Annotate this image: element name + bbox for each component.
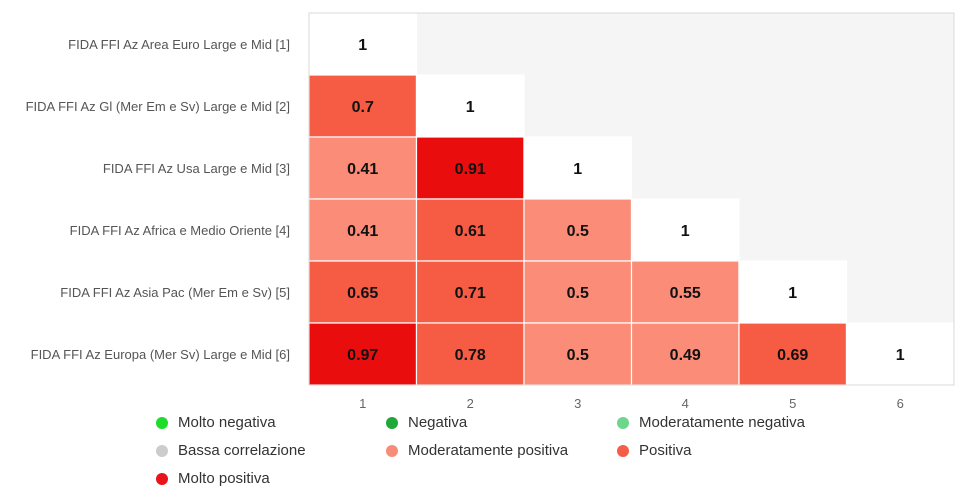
- x-tick-label: 5: [789, 396, 796, 410]
- legend-item-molto-negativa[interactable]: Molto negativa: [156, 414, 276, 431]
- legend-label: Positiva: [639, 442, 692, 459]
- heatmap-cell: [308, 12, 418, 76]
- cell-data-label: 1: [573, 161, 582, 178]
- legend-item-positiva[interactable]: Positiva: [617, 442, 692, 459]
- y-tick-label: FIDA FFI Az Africa e Medio Oriente [4]: [70, 223, 290, 238]
- cell-data-label: 0.5: [567, 223, 589, 240]
- heatmap-cell: [523, 322, 633, 386]
- y-tick-label: FIDA FFI Az Usa Large e Mid [3]: [103, 161, 290, 176]
- cell-data-label: 0.78: [455, 347, 486, 364]
- y-tick-label: FIDA FFI Az Area Euro Large e Mid [1]: [68, 37, 290, 52]
- correlation-heatmap: 10.7 10.41 0.91 10.41 0.61 0.5 10.65 0.71 0.5 0.5…: [26, 12, 955, 410]
- x-tick-label: 4: [682, 396, 689, 410]
- x-tick-label: 2: [467, 396, 474, 410]
- y-tick-label: FIDA FFI Az Europa (Mer Sv) Large e Mid …: [31, 347, 290, 362]
- cell-data-label: 0.97: [347, 347, 378, 364]
- plot-border: [308, 12, 955, 386]
- cell-data-label: 0.61: [455, 223, 486, 240]
- legend-label: Bassa correlazione: [178, 442, 306, 459]
- legend-marker-icon: [156, 472, 168, 485]
- heatmap-cell: [738, 322, 848, 386]
- y-tick-label: FIDA FFI Az Gl (Mer Em e Sv) Large e Mid…: [26, 99, 290, 114]
- legend-label: Molto positiva: [178, 470, 270, 487]
- heatmap-cell: [415, 198, 525, 262]
- cell-data-label: 0.7: [352, 99, 374, 116]
- cell-data-label: 0.49: [670, 347, 701, 364]
- legend-item-moderatamente-positiva[interactable]: Moderatamente positiva: [386, 442, 568, 459]
- cell-data-label: 0.5: [567, 347, 589, 364]
- cell-data-label: 1: [681, 223, 690, 240]
- heatmap-cell: [523, 260, 633, 324]
- cell-data-label: 1: [358, 37, 367, 54]
- heatmap-cell: [630, 322, 740, 386]
- legend-marker-icon: [617, 444, 629, 457]
- y-tick-label: FIDA FFI Az Asia Pac (Mer Em e Sv) [5]: [60, 285, 290, 300]
- heatmap-cell: [630, 260, 740, 324]
- legend-label: Molto negativa: [178, 414, 276, 431]
- cell-data-label: 0.41: [347, 161, 378, 178]
- cell-data-label: 1: [788, 285, 797, 302]
- legend-marker-icon: [386, 416, 398, 429]
- x-tick-label: 1: [359, 396, 366, 410]
- x-tick-label: 3: [574, 396, 581, 410]
- cell-data-label: 0.65: [347, 285, 378, 302]
- heatmap-cell: [308, 322, 418, 386]
- cell-data-label: 0.5: [567, 285, 589, 302]
- heatmap-cell: [523, 198, 633, 262]
- legend-item-molto-positiva[interactable]: Molto positiva: [156, 470, 270, 487]
- heatmap-cell: [630, 198, 740, 262]
- legend-label: Moderatamente negativa: [639, 414, 805, 431]
- cell-data-label: 0.55: [670, 285, 701, 302]
- legend-item-bassa-correlazione[interactable]: Bassa correlazione: [156, 442, 306, 459]
- legend-label: Moderatamente positiva: [408, 442, 569, 459]
- cell-data-label: 1: [466, 99, 475, 116]
- legend-item-moderatamente-negativa[interactable]: Moderatamente negativa: [617, 414, 805, 431]
- legend-item-negativa[interactable]: Negativa: [386, 414, 467, 431]
- legend-marker-icon: [617, 416, 629, 429]
- cell-data-label: 0.41: [347, 223, 378, 240]
- heatmap-cell: [415, 322, 525, 386]
- heatmap-cell: [308, 198, 418, 262]
- legend-marker-icon: [156, 444, 168, 457]
- cell-data-label: 0.91: [455, 161, 486, 178]
- x-tick-label: 6: [897, 396, 904, 410]
- cell-data-label: 0.71: [455, 285, 486, 302]
- cell-data-label: 0.69: [777, 347, 808, 364]
- heatmap-cell: [738, 260, 848, 324]
- legend-marker-icon: [156, 416, 168, 429]
- heatmap-cell: [308, 74, 418, 138]
- heatmap-cell: [415, 260, 525, 324]
- cell-data-label: 1: [896, 347, 905, 364]
- legend-label: Negativa: [408, 414, 468, 431]
- heatmap-cell: [415, 74, 525, 138]
- legend-marker-icon: [386, 444, 398, 457]
- heatmap-cell: [845, 322, 955, 386]
